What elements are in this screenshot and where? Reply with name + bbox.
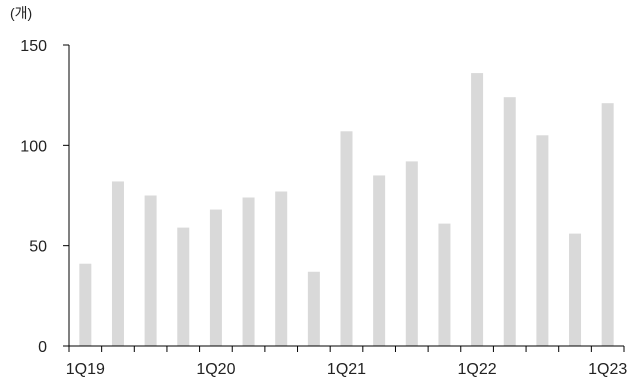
bar-2Q21 [373, 175, 386, 346]
bar-3Q22 [536, 135, 549, 346]
bar-2Q20 [242, 197, 255, 346]
y-tick-label-150: 150 [20, 38, 47, 55]
y-axis: 0 50 100 150 [20, 38, 70, 356]
x-axis: 1Q19 1Q20 1Q21 1Q22 1Q23 [66, 345, 627, 378]
bar-1Q19 [79, 263, 92, 346]
bar-1Q21 [340, 131, 353, 346]
bar-3Q19 [144, 195, 157, 346]
y-tick-label-100: 100 [20, 138, 47, 155]
y-tick-label-50: 50 [29, 239, 47, 256]
y-tick-label-0: 0 [38, 339, 47, 356]
bar-4Q22 [569, 233, 582, 346]
x-tick-label-1Q23: 1Q23 [588, 361, 627, 378]
x-tick-label-1Q20: 1Q20 [196, 361, 235, 378]
y-unit-label: (개) [10, 5, 32, 21]
bar-1Q23 [601, 103, 614, 347]
bar-1Q20 [209, 209, 222, 346]
bar-2Q22 [503, 97, 516, 346]
bar-1Q22 [471, 73, 484, 347]
x-tick-label-1Q19: 1Q19 [66, 361, 105, 378]
bar-3Q20 [275, 191, 288, 346]
bar-3Q21 [405, 161, 418, 346]
bar-4Q21 [438, 223, 451, 346]
x-tick-label-1Q22: 1Q22 [458, 361, 497, 378]
bar-2Q19 [111, 181, 124, 346]
bar-4Q20 [307, 271, 320, 346]
x-tick-label-1Q21: 1Q21 [327, 361, 366, 378]
bars-group [79, 73, 614, 347]
bar-4Q19 [177, 227, 190, 346]
